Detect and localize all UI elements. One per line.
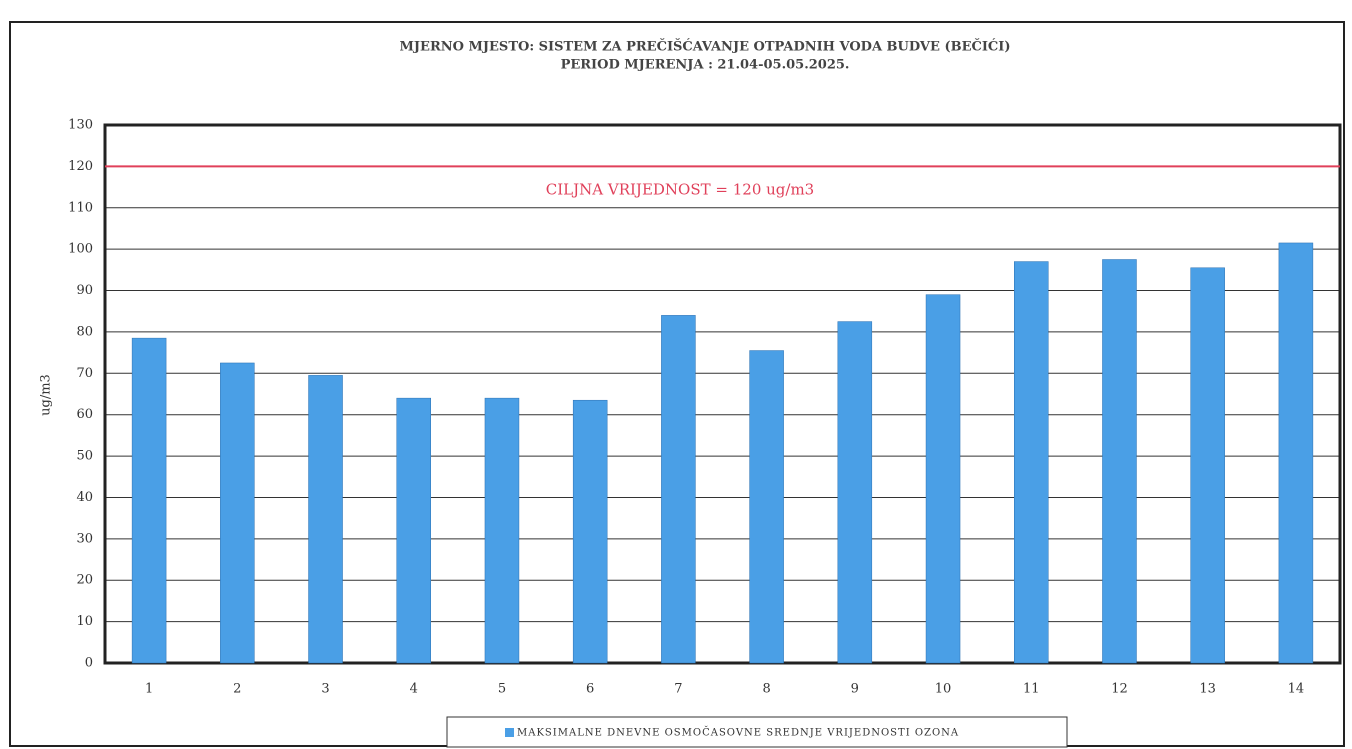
x-tick-label: 12 bbox=[1111, 682, 1128, 697]
x-tick-label: 10 bbox=[935, 682, 952, 697]
x-tick-label: 1 bbox=[145, 682, 153, 697]
x-tick-label: 11 bbox=[1023, 682, 1040, 697]
y-tick-label: 120 bbox=[68, 159, 93, 174]
legend-swatch bbox=[505, 728, 514, 737]
bar bbox=[484, 397, 520, 664]
bar bbox=[749, 350, 784, 664]
bar bbox=[925, 294, 961, 664]
y-axis-label: ug/m3 bbox=[39, 374, 54, 416]
y-tick-label: 30 bbox=[76, 531, 93, 546]
y-tick-label: 50 bbox=[76, 449, 93, 464]
bar bbox=[396, 397, 431, 664]
y-tick-label: 90 bbox=[76, 283, 93, 298]
x-tick-label: 5 bbox=[498, 682, 506, 697]
bar bbox=[1014, 261, 1049, 664]
x-tick-label: 4 bbox=[410, 682, 418, 697]
target-label: CILJNA VRIJEDNOST = 120 ug/m3 bbox=[546, 180, 814, 198]
chart-subtitle: PERIOD MJERENJA : 21.04-05.05.2025. bbox=[561, 58, 850, 73]
y-tick-label: 40 bbox=[76, 490, 93, 505]
y-tick-label: 20 bbox=[76, 573, 93, 588]
y-tick-label: 70 bbox=[76, 366, 93, 381]
x-tick-label: 7 bbox=[674, 682, 682, 697]
bar bbox=[308, 375, 343, 664]
y-tick-label: 100 bbox=[68, 242, 93, 257]
y-tick-label: 80 bbox=[76, 324, 93, 339]
chart-title: MJERNO MJESTO: SISTEM ZA PREČIŠĆAVANJE O… bbox=[400, 38, 1011, 55]
y-tick-label: 60 bbox=[76, 407, 93, 422]
plot-area bbox=[103, 123, 1342, 665]
legend-box bbox=[446, 716, 1068, 748]
bar bbox=[1102, 259, 1137, 664]
y-tick-label: 130 bbox=[68, 118, 93, 133]
bar bbox=[131, 337, 167, 664]
y-tick-label: 10 bbox=[76, 614, 93, 629]
bar bbox=[220, 362, 255, 664]
bar bbox=[1278, 242, 1314, 664]
y-tick-label: 110 bbox=[68, 200, 93, 215]
x-tick-label: 14 bbox=[1288, 682, 1305, 697]
bar bbox=[1190, 267, 1225, 664]
x-tick-label: 9 bbox=[851, 682, 859, 697]
x-tick-label: 8 bbox=[762, 682, 770, 697]
bar bbox=[572, 399, 608, 664]
legend-label: MAKSIMALNE DNEVNE OSMOČASOVNE SREDNJE VR… bbox=[517, 727, 959, 739]
y-tick-label: 0 bbox=[85, 656, 93, 671]
bar bbox=[837, 321, 873, 664]
x-tick-label: 3 bbox=[321, 682, 329, 697]
x-tick-label: 13 bbox=[1199, 682, 1216, 697]
bar bbox=[661, 315, 696, 664]
x-tick-label: 6 bbox=[586, 682, 594, 697]
x-tick-label: 2 bbox=[233, 682, 241, 697]
